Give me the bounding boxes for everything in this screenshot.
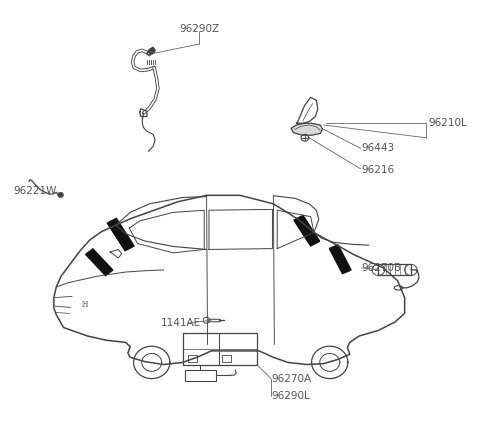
Polygon shape <box>294 215 320 246</box>
Text: 96210L: 96210L <box>429 118 467 128</box>
Polygon shape <box>107 218 134 251</box>
Text: 96270A: 96270A <box>271 374 311 384</box>
Circle shape <box>58 192 63 197</box>
Text: 96221W: 96221W <box>13 186 57 196</box>
Text: 96270B: 96270B <box>362 263 402 273</box>
Bar <box>188 355 197 363</box>
Bar <box>185 370 216 381</box>
Text: 96443: 96443 <box>362 143 395 154</box>
Polygon shape <box>85 249 113 275</box>
Bar <box>183 332 257 365</box>
Text: ℍ: ℍ <box>82 299 88 308</box>
Text: 96216: 96216 <box>362 165 395 175</box>
Polygon shape <box>291 123 323 135</box>
Text: 96290L: 96290L <box>271 391 310 401</box>
Polygon shape <box>147 48 155 54</box>
Text: 1141AE: 1141AE <box>161 318 202 328</box>
Text: 96290Z: 96290Z <box>180 24 219 34</box>
Bar <box>222 355 231 363</box>
Polygon shape <box>329 245 351 274</box>
